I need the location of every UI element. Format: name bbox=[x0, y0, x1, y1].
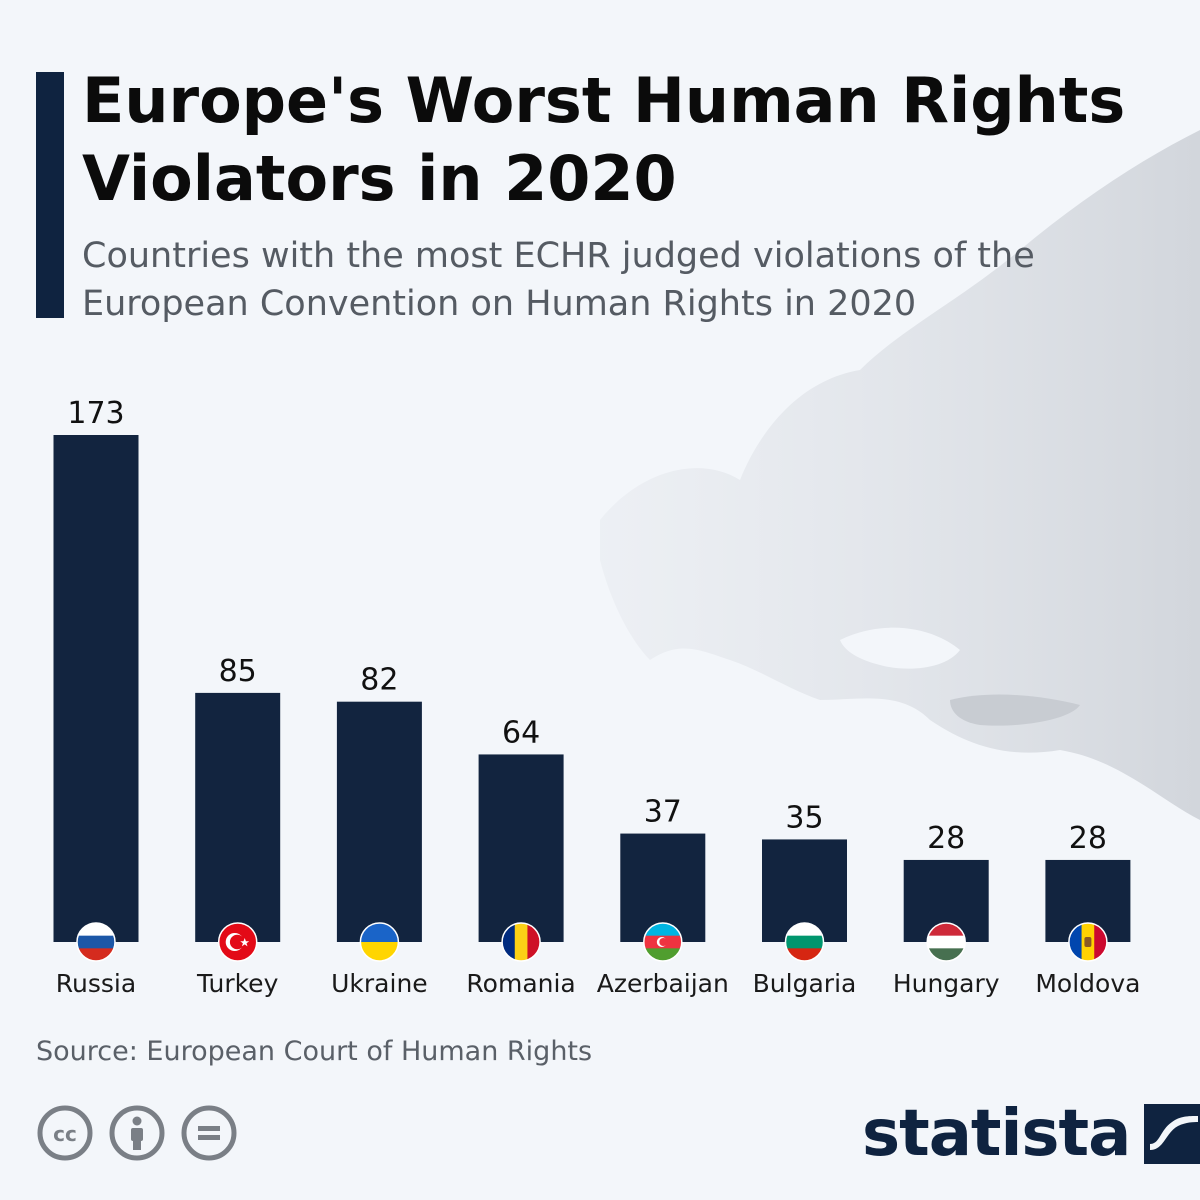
romania-flag-icon bbox=[501, 922, 541, 962]
bar-romania bbox=[478, 754, 564, 942]
data-label-hungary: 28 bbox=[927, 821, 965, 856]
category-label-hungary: Hungary bbox=[893, 969, 1000, 998]
category-label-bulgaria: Bulgaria bbox=[753, 969, 857, 998]
bar-turkey bbox=[195, 692, 281, 942]
bar-chart: 173 Russia 85 Turkey 82 Ukraine 64 Romania 37 Aze… bbox=[53, 396, 1140, 998]
no-derivatives-icon bbox=[181, 1105, 237, 1161]
bulgaria-flag-icon bbox=[784, 922, 825, 962]
source-note: Source: European Court of Human Rights bbox=[36, 1036, 593, 1067]
category-label-moldova: Moldova bbox=[1035, 969, 1140, 998]
category-label-romania: Romania bbox=[466, 969, 575, 998]
svg-text:cc: cc bbox=[53, 1122, 77, 1146]
category-label-turkey: Turkey bbox=[196, 969, 279, 998]
turkey-flag-icon bbox=[217, 922, 258, 962]
attribution-icon bbox=[109, 1105, 165, 1161]
chart-subtitle: Countries with the most ECHR judged viol… bbox=[82, 236, 1035, 324]
data-label-azerbaijan: 37 bbox=[644, 795, 682, 830]
brand-name: statista bbox=[862, 1097, 1131, 1171]
bar-russia bbox=[53, 435, 139, 942]
data-label-moldova: 28 bbox=[1069, 821, 1107, 856]
hungary-flag-icon bbox=[926, 922, 966, 962]
license-icons: cc bbox=[36, 1104, 238, 1162]
azerbaijan-flag-icon bbox=[643, 922, 683, 962]
data-label-turkey: 85 bbox=[219, 654, 257, 689]
data-label-ukraine: 82 bbox=[360, 663, 398, 698]
category-label-russia: Russia bbox=[56, 969, 136, 998]
statista-logo: statista bbox=[862, 1094, 1200, 1174]
statista-mark-icon bbox=[1144, 1104, 1200, 1164]
category-label-ukraine: Ukraine bbox=[331, 969, 428, 998]
data-label-romania: 64 bbox=[502, 715, 540, 750]
data-label-russia: 173 bbox=[67, 396, 124, 431]
title-accent-bar bbox=[36, 72, 64, 318]
russia-flag-icon bbox=[76, 922, 116, 962]
creative-commons-icon: cc bbox=[37, 1105, 93, 1161]
category-label-azerbaijan: Azerbaijan bbox=[597, 969, 729, 998]
moldova-flag-icon bbox=[1068, 922, 1108, 962]
chart-title: Europe's Worst Human Rights Violators in… bbox=[82, 64, 1126, 215]
bar-ukraine bbox=[336, 701, 422, 942]
ukraine-flag-icon bbox=[359, 922, 400, 962]
data-label-bulgaria: 35 bbox=[785, 800, 823, 835]
